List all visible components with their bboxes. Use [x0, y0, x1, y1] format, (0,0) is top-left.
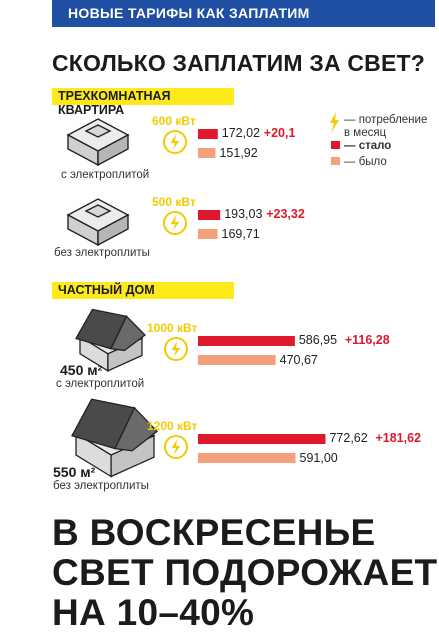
- apartment-icon-0: [66, 118, 130, 167]
- section-title-apartment: ТРЕХКОМНАТНАЯ КВАРТИРА: [58, 89, 171, 117]
- area-label-3: 550 м²: [53, 464, 96, 480]
- legend-was-swatch: [331, 157, 340, 165]
- value-became-3: 772,62: [329, 431, 368, 445]
- area-label-2: 450 м²: [60, 362, 103, 378]
- value-delta-1: +23,32: [266, 207, 305, 221]
- value-delta-2: +116,28: [344, 333, 390, 347]
- section-band-house: ЧАСТНЫЙ ДОМ: [52, 282, 234, 299]
- value-was-0: 151,92: [219, 146, 258, 160]
- header-bar: НОВЫЕ ТАРИФЫ КАК ЗАПЛАТИМ: [52, 0, 435, 27]
- bolt-icon-3: [164, 435, 188, 459]
- value-delta-0: +20,1: [263, 126, 296, 140]
- bar-became-2: [198, 336, 295, 346]
- consumption-label-1: 500 кВт: [152, 195, 196, 209]
- legend-was: — было: [344, 156, 387, 168]
- bar-became-3: [198, 434, 326, 444]
- consumption-label-2: 1000 кВт: [147, 321, 198, 335]
- consumption-label-0: 600 кВт: [152, 114, 196, 128]
- legend-became: — стало: [344, 140, 391, 153]
- value-delta-3: +181,62: [375, 431, 422, 445]
- bolt-icon-2: [164, 337, 188, 361]
- house-icon-1: [71, 398, 158, 478]
- consumption-label-3: 1200 кВт: [147, 419, 198, 433]
- value-became-0: 172,02: [221, 126, 261, 140]
- bar-was-2: [198, 355, 276, 365]
- bar-became-0: [198, 129, 218, 139]
- row-label-0: с электроплитой: [61, 169, 150, 181]
- bolt-icon-0: [163, 130, 187, 154]
- value-became-1: 193,03: [224, 207, 263, 221]
- section-band-apartment: ТРЕХКОМНАТНАЯ КВАРТИРА: [52, 88, 234, 117]
- legend-became-label: — стало: [344, 140, 392, 152]
- headline: СКОЛЬКО ЗАПЛАТИМ ЗА СВЕТ?: [52, 50, 425, 76]
- value-became-2: 586,95: [298, 333, 338, 347]
- house-icon-0: [75, 308, 146, 373]
- bar-became-1: [198, 210, 221, 220]
- value-was-2: 470,67: [279, 353, 318, 367]
- row-label-3: без электроплиты: [53, 480, 149, 492]
- bar-was-0: [198, 148, 216, 158]
- row-label-2: с электроплитой: [56, 378, 145, 390]
- bottom-line-1: В ВОСКРЕСЕНЬЕ: [52, 512, 376, 553]
- header-tag: НОВЫЕ ТАРИФЫ КАК ЗАПЛАТИМ: [68, 5, 310, 21]
- bottom-line-2: СВЕТ ПОДОРОЖАЕТ: [52, 552, 438, 593]
- legend-consumption-icon: [330, 112, 339, 133]
- value-was-1: 169,71: [221, 227, 260, 241]
- legend-became-swatch: [331, 141, 340, 149]
- apartment-icon-1: [66, 198, 130, 247]
- bar-was-1: [198, 229, 218, 239]
- section-title-house: ЧАСТНЫЙ ДОМ: [58, 283, 155, 297]
- legend-consumption: — потребление в месяц: [344, 114, 428, 139]
- bottom-headline: В ВОСКРЕСЕНЬЕ СВЕТ ПОДОРОЖАЕТ НА 10–40%: [52, 513, 437, 633]
- bottom-line-3: НА 10–40%: [52, 592, 255, 633]
- value-was-3: 591,00: [299, 451, 338, 465]
- row-label-1: без электроплиты: [54, 247, 150, 259]
- bolt-icon-1: [163, 211, 187, 235]
- bar-was-3: [198, 453, 296, 463]
